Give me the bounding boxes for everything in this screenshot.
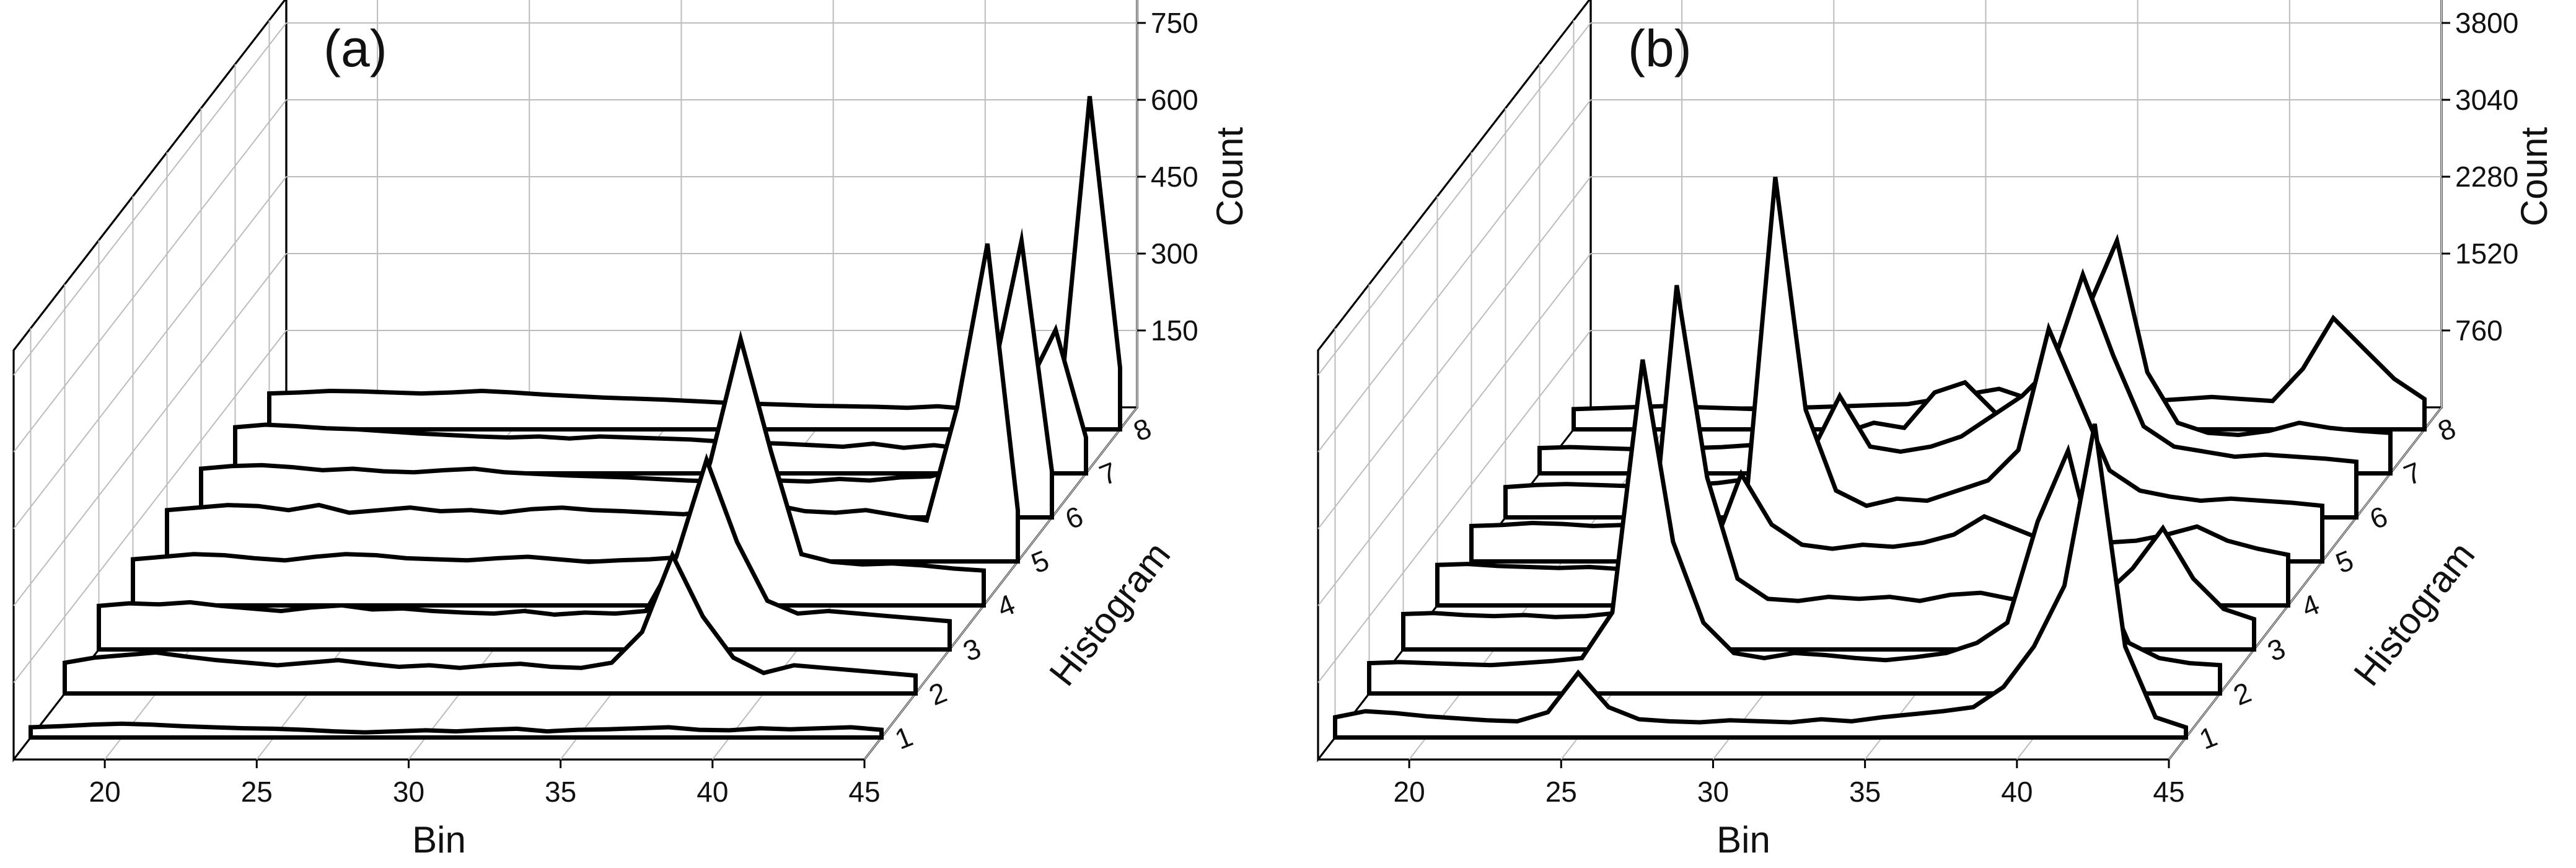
- histogram-tick-label: 2: [2229, 676, 2256, 712]
- side-grid-hline: [13, 253, 287, 606]
- count-tick-label: 3800: [2455, 7, 2518, 39]
- floor-grid-line: [2168, 407, 2442, 760]
- histogram-3-trace: [97, 453, 952, 652]
- chart-a: 20 25 30 35 40 45Bin12345678Histogram15030045…: [12, 0, 1251, 861]
- x-axis-title: Bin: [412, 819, 466, 861]
- histogram-tick-label: 2: [925, 676, 951, 712]
- histogram-tick-label: 6: [2365, 500, 2392, 536]
- histogram-axis-title: Histogram: [2345, 534, 2482, 694]
- side-grid-hline: [1317, 99, 1591, 453]
- x-tick-label: 30: [393, 776, 424, 808]
- count-tick-label: 2280: [2455, 161, 2518, 193]
- histogram-tick-label: 8: [2433, 412, 2460, 448]
- chart-b: 20 25 30 35 40 45Bin12345678Histogram76015202…: [1317, 0, 2555, 861]
- histogram-tick-label: 3: [959, 632, 985, 668]
- histogram-1-trace: [29, 721, 884, 740]
- x-tick-label: 45: [848, 776, 880, 808]
- count-tick-label: 300: [1151, 237, 1198, 270]
- x-tick-label: 25: [241, 776, 273, 808]
- count-ticks: 150 300 450 600 750: [1137, 7, 1198, 347]
- x-ticks: 20 25 30 35 40 45: [89, 760, 881, 808]
- count-tick-label: 450: [1151, 161, 1198, 193]
- histogram-tick-label: 4: [2297, 588, 2324, 624]
- side-grid-hline: [13, 99, 287, 453]
- histogram-3-trace: [1401, 285, 2256, 652]
- side-grid-hline: [1317, 176, 1591, 529]
- histogram-tick-label: 4: [993, 588, 1019, 624]
- x-tick-label: 20: [1394, 776, 1425, 808]
- x-tick-label: 20: [89, 776, 121, 808]
- side-grid-hline: [13, 22, 287, 376]
- histogram-tick-label: 5: [1027, 544, 1053, 580]
- x-tick-label: 25: [1545, 776, 1577, 808]
- histogram-traces: [1333, 177, 2427, 740]
- histogram-6-trace: [199, 228, 1054, 520]
- histogram-1-trace: [1333, 423, 2188, 740]
- count-axis-title: Count: [1209, 127, 1251, 226]
- count-tick-label: 150: [1151, 314, 1198, 347]
- histogram-4-trace: [131, 330, 986, 608]
- x-axis-title: Bin: [1717, 819, 1770, 861]
- count-tick-label: 600: [1151, 84, 1198, 116]
- count-tick-label: 760: [2455, 314, 2503, 347]
- floor-grid-line: [864, 407, 1138, 760]
- histogram-2-trace: [63, 549, 918, 696]
- histogram-8-trace: [1572, 314, 2427, 432]
- histogram-tick-label: 1: [2195, 720, 2222, 756]
- x-tick-label: 40: [2001, 776, 2033, 808]
- count-ticks: 760 1520 2280 3040 3800: [2442, 7, 2518, 347]
- x-tick-label: 30: [1697, 776, 1729, 808]
- side-grid-hline: [13, 176, 287, 529]
- histogram-tick-label: 7: [1095, 456, 1122, 492]
- histogram-tick-label: 5: [2331, 544, 2358, 580]
- count-axis-title: Count: [2513, 127, 2555, 226]
- x-ticks: 20 25 30 35 40 45: [1394, 760, 2185, 808]
- histogram-5-trace: [1469, 177, 2324, 564]
- panel-label: (b): [1628, 19, 1692, 78]
- histogram-axis-title: Histogram: [1041, 534, 1178, 694]
- x-tick-label: 35: [1849, 776, 1881, 808]
- side-grid-hline: [1317, 330, 1591, 683]
- x-tick-label: 45: [2153, 776, 2184, 808]
- x-tick-label: 40: [697, 776, 728, 808]
- histogram-5-trace: [165, 243, 1020, 564]
- histogram-tick-label: 3: [2263, 632, 2290, 668]
- count-tick-label: 1520: [2455, 237, 2518, 270]
- panel-label: (a): [323, 19, 387, 78]
- side-grid-hline: [1317, 22, 1591, 376]
- histogram-tick-label: 8: [1129, 412, 1156, 448]
- count-tick-label: 3040: [2455, 84, 2518, 116]
- histogram-tick-label: 6: [1061, 500, 1088, 536]
- side-grid-hline: [13, 330, 287, 683]
- x-tick-label: 35: [545, 776, 576, 808]
- histogram-tick-label: 1: [890, 720, 917, 756]
- histogram-traces: [29, 95, 1122, 740]
- count-tick-label: 750: [1151, 7, 1198, 39]
- side-grid-hline: [1317, 253, 1591, 606]
- histogram-tick-label: 7: [2399, 456, 2426, 492]
